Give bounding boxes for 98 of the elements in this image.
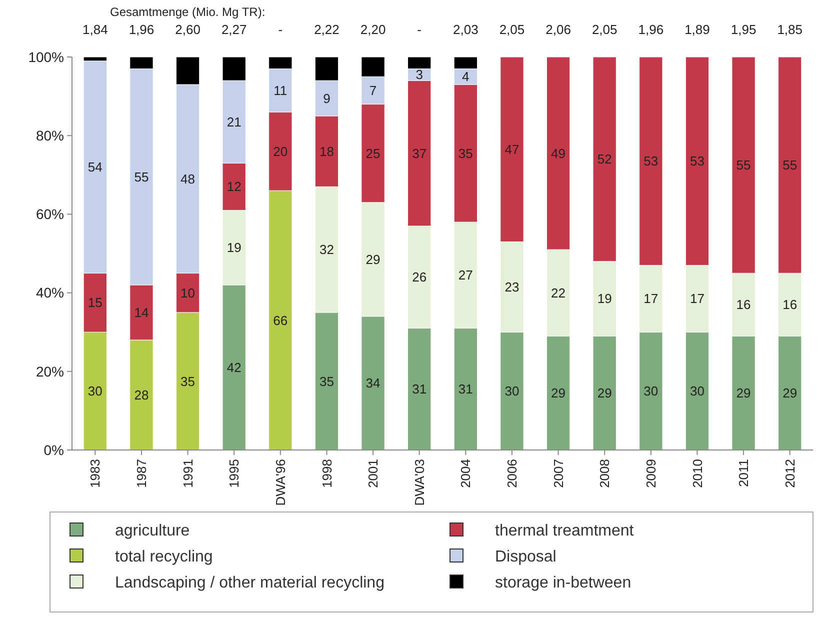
data-label: 3 xyxy=(416,67,423,82)
data-label: 29 xyxy=(366,252,380,267)
data-label: 26 xyxy=(412,270,427,285)
text: 1,96 xyxy=(128,22,154,37)
data-label: 49 xyxy=(551,146,566,161)
data-label: 54 xyxy=(88,160,102,175)
data-label: 55 xyxy=(736,158,751,173)
data-label: 11 xyxy=(274,82,288,98)
x-tick-label: 2001 xyxy=(366,459,381,488)
y-tick-label: 80% xyxy=(36,128,64,144)
data-label: 31 xyxy=(412,382,427,397)
data-label: 35 xyxy=(180,374,196,389)
text: 2,03 xyxy=(453,22,478,37)
data-label: 19 xyxy=(226,240,242,256)
legend-label: storage in-between xyxy=(495,574,632,592)
data-label: 7 xyxy=(369,82,377,98)
data-label: 35 xyxy=(458,146,473,161)
text: 1,89 xyxy=(684,22,710,37)
data-label: 23 xyxy=(504,279,520,294)
data-label: 66 xyxy=(273,312,288,328)
data-label: 55 xyxy=(134,169,149,184)
x-tick-label: 2008 xyxy=(597,459,612,488)
data-label: 16 xyxy=(782,297,798,312)
legend-label: total recycling xyxy=(115,548,213,566)
text: - xyxy=(417,22,422,37)
data-label: 21 xyxy=(226,114,242,130)
text: 2,60 xyxy=(175,22,200,37)
data-label: 29 xyxy=(597,386,612,401)
x-tick-label: 1995 xyxy=(226,459,242,488)
data-label: 19 xyxy=(597,291,612,306)
x-tick-label: 2009 xyxy=(643,459,658,488)
legend-label: agriculture xyxy=(115,522,190,540)
text: - xyxy=(278,22,283,37)
data-label: 10 xyxy=(180,285,196,300)
text: 2,05 xyxy=(499,22,525,37)
legend-label: thermal treamtment xyxy=(495,522,634,540)
y-tick-label: 60% xyxy=(36,206,64,222)
data-label: 53 xyxy=(644,154,658,169)
data-label: 16 xyxy=(736,297,751,312)
data-label: 20 xyxy=(273,144,288,159)
x-tick-label: DWA'96 xyxy=(272,459,288,506)
data-label: 37 xyxy=(412,146,427,161)
text: 1,95 xyxy=(730,22,756,37)
x-tick-label: 1998 xyxy=(319,459,334,488)
data-label: 27 xyxy=(458,268,473,283)
x-tick-label: 1987 xyxy=(134,459,150,488)
x-tick-label: 2006 xyxy=(504,459,520,488)
text: Gesamtmenge (Mio. Mg TR): xyxy=(110,5,266,19)
data-label: 14 xyxy=(134,305,149,320)
x-tick-label: 1983 xyxy=(88,459,103,488)
data-label: 31 xyxy=(458,382,473,397)
data-label: 48 xyxy=(180,171,196,186)
y-tick-label: 100% xyxy=(28,48,64,65)
text: 1,85 xyxy=(777,22,802,37)
data-label: 32 xyxy=(319,242,334,258)
data-label: 55 xyxy=(782,158,798,173)
data-label: 29 xyxy=(736,386,751,401)
text: 1,96 xyxy=(638,22,664,37)
data-label: 12 xyxy=(226,179,242,194)
x-tick-label: 2011 xyxy=(736,459,752,487)
data-label: 28 xyxy=(134,388,149,403)
x-tick-label: 2012 xyxy=(782,459,798,488)
data-label: 30 xyxy=(644,384,658,399)
y-tick-label: 20% xyxy=(36,363,64,380)
data-label: 22 xyxy=(551,285,566,300)
data-label: 42 xyxy=(226,360,242,376)
x-tick-label: 2007 xyxy=(550,459,566,488)
data-label: 30 xyxy=(504,384,520,399)
text: 2,20 xyxy=(360,22,386,37)
data-label: 47 xyxy=(504,142,520,157)
data-label: 17 xyxy=(644,291,658,306)
data-label: 4 xyxy=(462,69,470,84)
y-tick-label: 0% xyxy=(44,442,64,458)
data-label: 34 xyxy=(366,376,380,391)
data-label: 30 xyxy=(690,384,704,399)
text: 2,27 xyxy=(221,22,247,37)
data-label: 15 xyxy=(88,295,102,310)
data-label: 52 xyxy=(597,152,612,167)
data-label: 53 xyxy=(690,154,704,169)
x-tick-label: DWA'03 xyxy=(412,459,427,506)
data-label: 17 xyxy=(690,291,704,306)
y-tick-label: 40% xyxy=(36,284,64,301)
text: 1,84 xyxy=(82,22,108,37)
data-label: 9 xyxy=(323,90,330,106)
data-label: 35 xyxy=(319,374,334,389)
x-tick-label: 1991 xyxy=(180,459,196,488)
legend-label: Landscaping / other material recycling xyxy=(115,574,384,592)
data-label: 29 xyxy=(782,386,798,401)
data-label: 29 xyxy=(551,386,566,401)
text: 2,05 xyxy=(592,22,618,37)
data-label: 30 xyxy=(88,384,102,399)
text: 2,06 xyxy=(546,22,571,37)
x-tick-label: 2004 xyxy=(458,459,474,488)
data-label: 25 xyxy=(366,146,380,161)
legend-label: Disposal xyxy=(495,548,556,566)
data-label: 18 xyxy=(319,144,334,159)
x-tick-label: 2010 xyxy=(690,459,705,488)
text: 2,22 xyxy=(314,22,340,37)
